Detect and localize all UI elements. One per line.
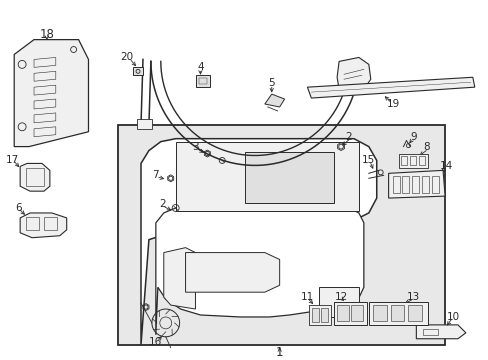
Polygon shape — [415, 325, 465, 339]
Bar — [133, 67, 142, 75]
Bar — [402, 176, 408, 193]
Text: 9: 9 — [409, 132, 416, 142]
Bar — [409, 157, 415, 165]
Polygon shape — [20, 213, 66, 238]
Bar — [319, 287, 358, 317]
Bar — [26, 217, 39, 230]
Bar — [407, 305, 422, 321]
Text: 4: 4 — [197, 62, 203, 72]
Text: 12: 12 — [334, 292, 347, 302]
Text: 20: 20 — [121, 53, 133, 62]
Text: 18: 18 — [40, 28, 54, 41]
Bar — [118, 125, 444, 345]
Polygon shape — [368, 302, 427, 325]
Text: 7: 7 — [152, 170, 159, 180]
Bar — [372, 305, 386, 321]
Polygon shape — [156, 208, 363, 335]
Bar — [196, 75, 210, 87]
Bar — [175, 141, 358, 211]
Bar — [392, 176, 399, 193]
Polygon shape — [185, 253, 279, 292]
Polygon shape — [163, 248, 195, 309]
Bar — [423, 329, 437, 335]
Text: 16: 16 — [149, 337, 162, 347]
Text: 2: 2 — [345, 132, 351, 142]
Bar — [401, 157, 407, 165]
Bar — [312, 308, 319, 322]
Polygon shape — [264, 94, 284, 107]
Polygon shape — [14, 40, 88, 147]
Bar — [336, 305, 348, 321]
Bar — [431, 176, 438, 193]
Text: 15: 15 — [362, 156, 375, 166]
Text: 14: 14 — [439, 161, 452, 171]
Bar — [419, 157, 425, 165]
Text: 10: 10 — [446, 312, 459, 322]
Bar — [309, 305, 330, 325]
Bar — [411, 176, 419, 193]
Polygon shape — [141, 139, 376, 345]
Text: 1: 1 — [275, 346, 283, 359]
Polygon shape — [333, 302, 366, 325]
Bar — [137, 119, 152, 129]
Polygon shape — [307, 77, 474, 98]
Text: 13: 13 — [406, 292, 419, 302]
Polygon shape — [20, 163, 50, 191]
Bar — [244, 152, 333, 203]
Bar — [199, 78, 207, 84]
Bar — [44, 217, 57, 230]
Bar — [398, 153, 427, 168]
Text: 5: 5 — [268, 78, 274, 88]
Bar — [422, 176, 428, 193]
Text: 8: 8 — [422, 141, 428, 152]
Bar — [390, 305, 404, 321]
Text: 6: 6 — [15, 203, 21, 213]
Text: 11: 11 — [300, 292, 313, 302]
Text: 19: 19 — [386, 99, 399, 109]
Bar — [26, 168, 44, 186]
Text: 3: 3 — [192, 141, 199, 152]
Polygon shape — [336, 58, 370, 94]
Text: 17: 17 — [5, 156, 19, 166]
Bar — [350, 305, 362, 321]
Polygon shape — [388, 170, 444, 198]
Bar — [321, 308, 327, 322]
Text: 2: 2 — [159, 199, 166, 209]
